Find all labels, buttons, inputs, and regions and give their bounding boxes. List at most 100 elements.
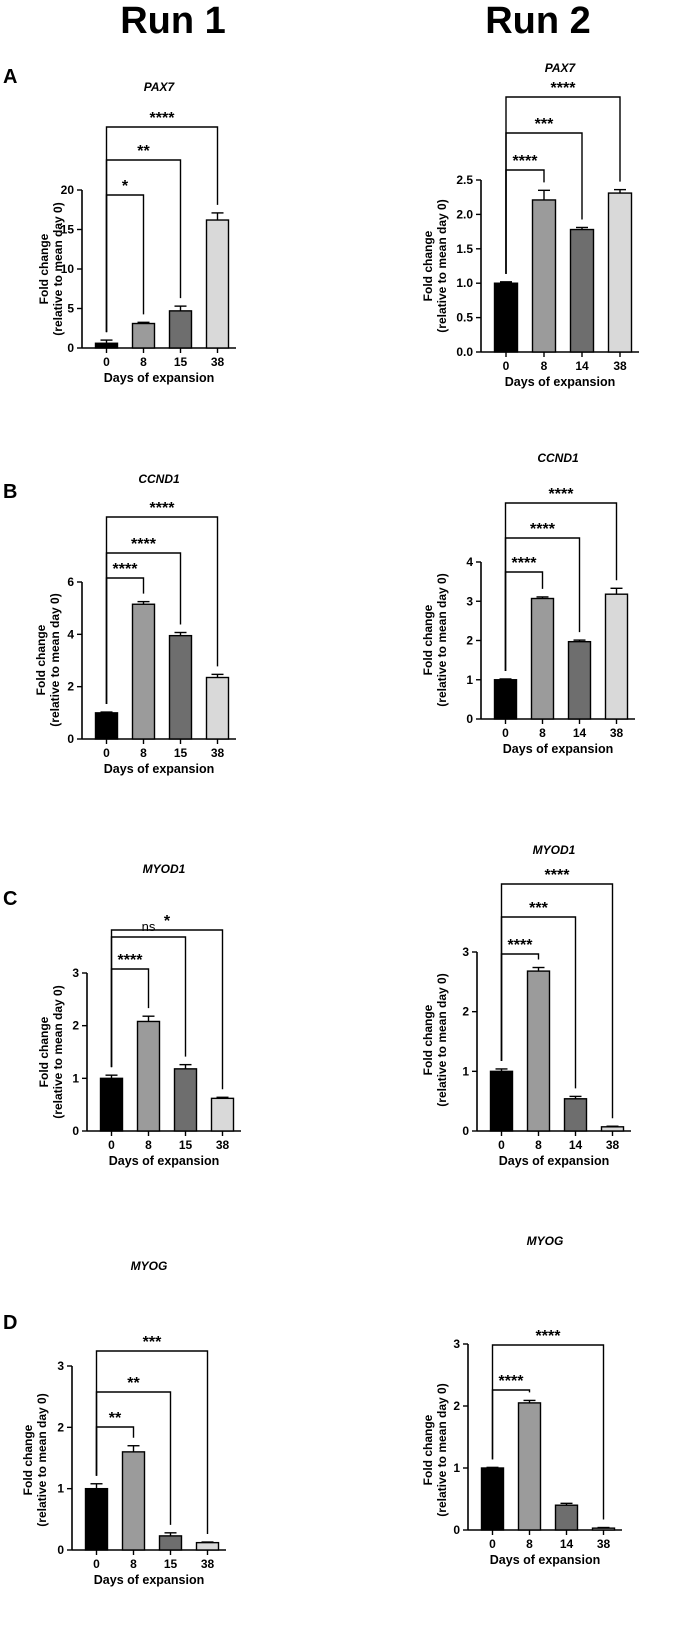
x-tick-label: 0: [93, 1557, 100, 1571]
bar: [607, 192, 633, 353]
significance-bracket: [110, 929, 224, 1090]
significance-label: ***: [143, 1334, 162, 1351]
y-axis-label: Fold change(relative to mean day 0): [34, 593, 62, 726]
significance-label: ****: [512, 555, 538, 572]
x-axis-label: Days of expansion: [104, 371, 214, 385]
run-2-title: Run 2: [485, 0, 591, 42]
significance-label: ****: [118, 952, 144, 969]
significance-label: ****: [549, 486, 575, 503]
chart-title: MYOD1: [143, 862, 186, 876]
x-tick-label: 8: [539, 726, 546, 740]
y-axis-label-line: (relative to mean day 0): [51, 202, 65, 335]
significance-label: ****: [150, 500, 176, 517]
y-tick-label: 0: [453, 1523, 460, 1537]
bar: [173, 1068, 198, 1132]
x-axis-label: Days of expansion: [490, 1553, 600, 1567]
chart-d-run-2: MYOG 0 1 2 3 0 8 14 38 Days of expansion Fold chan…: [421, 1234, 622, 1567]
y-tick-label: 2: [462, 1005, 469, 1019]
y-tick-label: 3: [72, 966, 79, 980]
significance-label: *: [122, 178, 129, 195]
bar: [569, 228, 595, 353]
x-tick-label: 8: [130, 1557, 137, 1571]
x-axis-label: Days of expansion: [503, 742, 613, 756]
x-tick-label: 38: [606, 1138, 620, 1152]
x-tick-label: 14: [560, 1537, 574, 1551]
y-tick-label: 1.5: [456, 242, 473, 256]
x-tick-label: 38: [211, 355, 225, 369]
x-tick-label: 14: [569, 1138, 583, 1152]
bar: [168, 310, 193, 349]
y-axis-label: Fold change(relative to mean day 0): [21, 1393, 49, 1526]
chart-a-run-2: PAX7 0.0 0.5 1.0 1.5 2.0 2.5 0 8 14 38 Days of expa…: [421, 61, 639, 389]
chart-b-run-1: CCND1 0 2 4 6 0 8 15 38 Days of expansion Fold cha…: [34, 472, 236, 776]
y-axis-label-line: Fold change: [421, 604, 435, 675]
bar: [493, 679, 518, 720]
bar: [195, 1541, 220, 1551]
x-tick-label: 0: [503, 359, 510, 373]
significance-label: **: [109, 1410, 122, 1427]
x-tick-label: 14: [575, 359, 589, 373]
y-axis-label-line: (relative to mean day 0): [435, 1383, 449, 1516]
y-tick-label: 0: [72, 1124, 79, 1138]
significance-label: **: [137, 143, 150, 160]
y-tick-label: 2.0: [456, 207, 473, 221]
significance-label: ****: [150, 110, 176, 127]
x-tick-label: 38: [597, 1537, 611, 1551]
x-tick-label: 38: [216, 1138, 230, 1152]
bar: [493, 282, 519, 353]
chart-b-run-2: CCND1 0 1 2 3 4 0 8 14 38 Days of expansion Fold ch…: [421, 451, 635, 756]
bar: [136, 1020, 161, 1132]
x-axis-label: Days of expansion: [94, 1573, 204, 1587]
chart-d-run-1: MYOG 0 1 2 3 0 8 15 38 Days of expansion Fold chan…: [21, 1259, 226, 1587]
panel-letter-d: D: [3, 1312, 17, 1334]
y-tick-label: 20: [61, 183, 75, 197]
bar: [531, 199, 557, 353]
panel-letter-a: A: [3, 66, 17, 88]
y-tick-label: 5: [67, 302, 74, 316]
bar: [131, 322, 156, 349]
significance-bracket: [95, 1350, 209, 1535]
significance-bracket: [504, 502, 618, 671]
bar: [600, 1126, 625, 1132]
y-axis-label: Fold change(relative to mean day 0): [37, 985, 65, 1118]
x-axis-label: Days of expansion: [109, 1154, 219, 1168]
y-tick-label: 2: [67, 680, 74, 694]
bar: [489, 1070, 514, 1132]
x-axis-label: Days of expansion: [104, 762, 214, 776]
x-tick-label: 38: [610, 726, 624, 740]
y-tick-label: 4: [67, 627, 74, 641]
significance-label: ****: [508, 937, 534, 954]
y-tick-label: 15: [61, 223, 75, 237]
bar: [517, 1402, 542, 1531]
y-tick-label: 0: [462, 1124, 469, 1138]
x-tick-label: 15: [179, 1138, 193, 1152]
y-tick-label: 0: [67, 341, 74, 355]
y-tick-label: 10: [61, 262, 75, 276]
y-tick-label: 1: [453, 1461, 460, 1475]
significance-label: ****: [513, 153, 539, 170]
y-axis-label: Fold change(relative to mean day 0): [421, 1383, 449, 1516]
significance-label: ns: [142, 919, 156, 934]
x-tick-label: 8: [140, 355, 147, 369]
y-axis-label-line: (relative to mean day 0): [48, 593, 62, 726]
y-tick-label: 4: [466, 555, 473, 569]
bar: [168, 634, 193, 740]
significance-label: ****: [530, 521, 556, 538]
bar: [591, 1527, 616, 1531]
bar: [210, 1097, 235, 1132]
x-tick-label: 8: [526, 1537, 533, 1551]
chart-title: CCND1: [537, 451, 579, 465]
significance-bracket: [500, 883, 614, 1119]
bar: [604, 593, 629, 720]
y-tick-label: 1: [466, 673, 473, 687]
y-tick-label: 2.5: [456, 173, 473, 187]
bar: [131, 603, 156, 740]
y-tick-label: 3: [57, 1359, 64, 1373]
y-axis-label-line: Fold change: [21, 1424, 35, 1495]
bar: [94, 342, 119, 349]
y-axis-label: Fold change(relative to mean day 0): [421, 573, 449, 706]
chart-title: PAX7: [545, 61, 577, 75]
y-axis-label-line: Fold change: [421, 230, 435, 301]
